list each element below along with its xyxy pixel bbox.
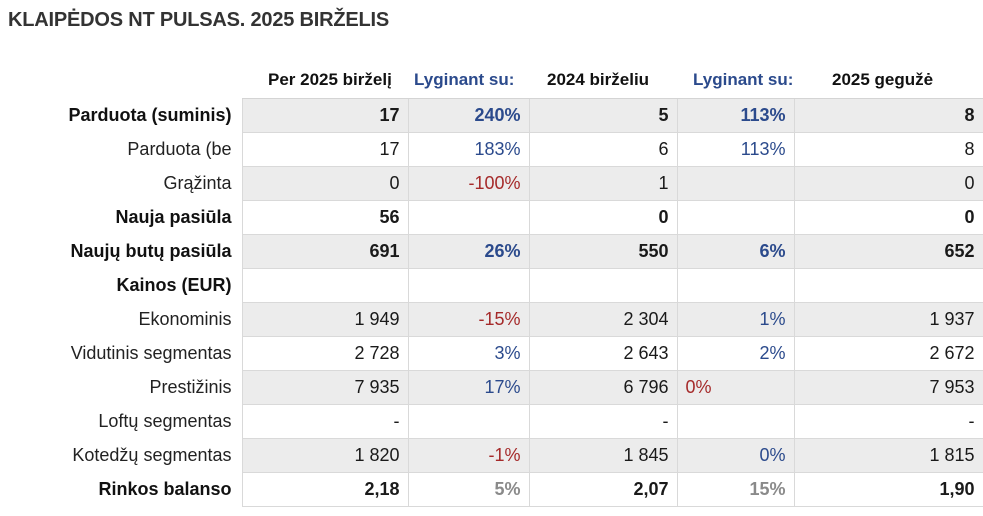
value-last-year: 0	[528, 200, 677, 235]
change-vs-last-year: 26%	[407, 234, 529, 269]
row-label: Rinkos balanso	[98, 479, 232, 499]
value-last-year: -	[528, 404, 677, 439]
row-label: Parduota (be	[127, 139, 232, 159]
row-label: Prestižinis	[149, 377, 232, 397]
table-row: Rinkos balanso 2,18 5% 2,07 15% 1,90	[0, 472, 983, 507]
change-vs-last-month	[676, 166, 794, 201]
change-vs-last-month: 113%	[676, 98, 794, 133]
change-vs-last-year	[407, 200, 529, 235]
change-vs-last-month	[676, 200, 794, 235]
section-label-prices: Kainos (EUR)	[116, 275, 232, 295]
value-current	[241, 268, 408, 303]
change-vs-last-month: 113%	[676, 132, 794, 167]
value-current: 56	[241, 200, 408, 235]
table-row: Parduota (be 17 183% 6 113% 8	[0, 132, 983, 167]
header-compare-2: Lyginant su:	[677, 62, 794, 99]
value-last-year: 5	[528, 98, 677, 133]
change-vs-last-year	[407, 268, 529, 303]
value-last-year: 1	[528, 166, 677, 201]
value-last-month: 8	[793, 98, 983, 133]
header-current-month: Per 2025 birželį	[242, 62, 408, 99]
header-compare-1: Lyginant su:	[408, 62, 529, 99]
pulse-table: Per 2025 birželį Lyginant su: 2024 birže…	[0, 62, 983, 507]
value-last-year: 2 643	[528, 336, 677, 371]
value-last-year: 6 796	[528, 370, 677, 405]
change-vs-last-month	[676, 268, 794, 303]
change-vs-last-year: -15%	[407, 302, 529, 337]
header-last-year: 2024 birželiu	[529, 62, 677, 99]
value-last-year: 2 304	[528, 302, 677, 337]
value-current: 17	[241, 98, 408, 133]
row-label: Ekonominis	[138, 309, 232, 329]
change-vs-last-month: 0%	[676, 370, 794, 405]
change-vs-last-year: 183%	[407, 132, 529, 167]
value-last-year: 2,07	[528, 472, 677, 507]
table-row: Loftų segmentas - - -	[0, 404, 983, 439]
value-last-month: 8	[793, 132, 983, 167]
value-last-month: -	[793, 404, 983, 439]
value-last-year: 1 845	[528, 438, 677, 473]
value-last-month: 1 815	[793, 438, 983, 473]
row-label: Kotedžų segmentas	[72, 445, 232, 465]
value-last-year: 550	[528, 234, 677, 269]
change-vs-last-year: -1%	[407, 438, 529, 473]
table-row: Ekonominis 1 949 -15% 2 304 1% 1 937	[0, 302, 983, 337]
table-row: Prestižinis 7 935 17% 6 796 0% 7 953	[0, 370, 983, 405]
change-vs-last-year: 240%	[407, 98, 529, 133]
change-vs-last-year	[407, 404, 529, 439]
row-label: Nauja pasiūla	[115, 207, 232, 227]
table-row: Vidutinis segmentas 2 728 3% 2 643 2% 2 …	[0, 336, 983, 371]
row-label: Parduota (suminis)	[68, 105, 232, 125]
row-label: Vidutinis segmentas	[70, 343, 232, 363]
value-last-month: 2 672	[793, 336, 983, 371]
value-last-year: 6	[528, 132, 677, 167]
value-last-month	[793, 268, 983, 303]
value-last-month: 0	[793, 200, 983, 235]
change-vs-last-month: 1%	[676, 302, 794, 337]
header-row: Per 2025 birželį Lyginant su: 2024 birže…	[0, 62, 983, 99]
value-last-year	[528, 268, 677, 303]
table-row: Grąžinta 0 -100% 1 0	[0, 166, 983, 201]
value-current: 17	[241, 132, 408, 167]
table-row: Parduota (suminis) 17 240% 5 113% 8	[0, 98, 983, 133]
value-current: 2 728	[241, 336, 408, 371]
row-label: Loftų segmentas	[98, 411, 232, 431]
change-vs-last-year: 3%	[407, 336, 529, 371]
table-row: Nauja pasiūla 56 0 0	[0, 200, 983, 235]
table-row: Kainos (EUR)	[0, 268, 983, 303]
change-vs-last-month: 2%	[676, 336, 794, 371]
value-current: 1 949	[241, 302, 408, 337]
page-title: KLAIPĖDOS NT PULSAS. 2025 BIRŽELIS	[8, 9, 390, 31]
row-label: Grąžinta	[163, 173, 232, 193]
change-vs-last-year: -100%	[407, 166, 529, 201]
value-last-month: 7 953	[793, 370, 983, 405]
header-label-blank	[0, 62, 242, 99]
value-current: -	[241, 404, 408, 439]
value-last-month: 1 937	[793, 302, 983, 337]
header-previous-month: 2025 gegužė	[794, 62, 983, 99]
value-current: 2,18	[241, 472, 408, 507]
change-vs-last-month	[676, 404, 794, 439]
value-current: 691	[241, 234, 408, 269]
value-last-month: 1,90	[793, 472, 983, 507]
value-last-month: 0	[793, 166, 983, 201]
change-vs-last-month: 0%	[676, 438, 794, 473]
value-current: 0	[241, 166, 408, 201]
table-row: Kotedžų segmentas 1 820 -1% 1 845 0% 1 8…	[0, 438, 983, 473]
value-current: 7 935	[241, 370, 408, 405]
table-row: Naujų butų pasiūla 691 26% 550 6% 652	[0, 234, 983, 269]
change-vs-last-year: 17%	[407, 370, 529, 405]
value-last-month: 652	[793, 234, 983, 269]
value-current: 1 820	[241, 438, 408, 473]
change-vs-last-year: 5%	[407, 472, 529, 507]
change-vs-last-month: 6%	[676, 234, 794, 269]
change-vs-last-month: 15%	[676, 472, 794, 507]
row-label: Naujų butų pasiūla	[70, 241, 232, 261]
